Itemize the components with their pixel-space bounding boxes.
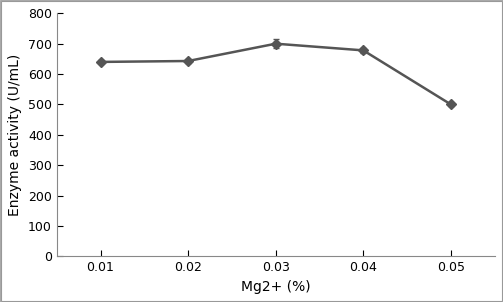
Y-axis label: Enzyme activity (U/mL): Enzyme activity (U/mL): [9, 54, 22, 216]
X-axis label: Mg2+ (%): Mg2+ (%): [241, 280, 310, 294]
